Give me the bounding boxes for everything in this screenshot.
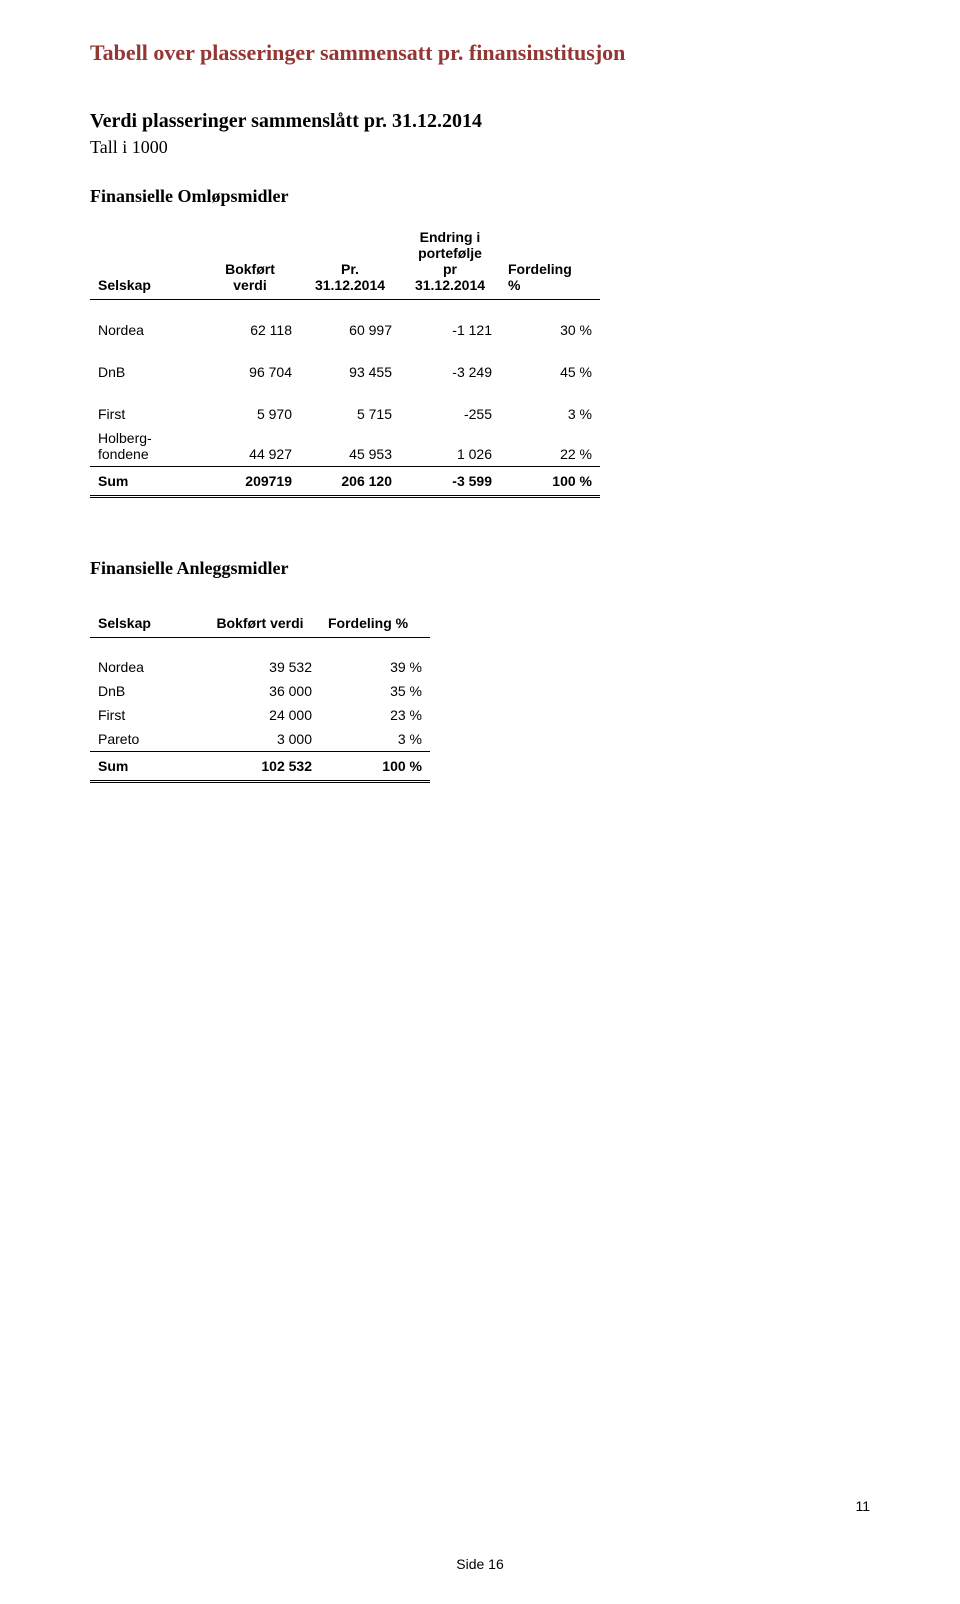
- cell-name: First: [90, 703, 200, 727]
- cell-ford: 3 %: [320, 727, 430, 752]
- sum-row: Sum 209719 206 120 -3 599 100 %: [90, 466, 600, 496]
- subnote: Tall i 1000: [90, 137, 870, 158]
- header-selskap: Selskap: [90, 225, 200, 300]
- cell-pr: 93 455: [300, 360, 400, 384]
- page-number-center: Side 16: [0, 1556, 960, 1572]
- table-header-row: Selskap Bokført verdi Fordeling %: [90, 611, 430, 638]
- cell-endring: -3 249: [400, 360, 500, 384]
- header-fordeling: Fordeling %: [320, 611, 430, 638]
- table-row: Holberg-fondene 44 927 45 953 1 026 22 %: [90, 426, 600, 467]
- cell-bokfort: 62 118: [200, 318, 300, 342]
- cell-sum-bokfort: 209719: [200, 466, 300, 496]
- cell-endring: -1 121: [400, 318, 500, 342]
- table-row: First 24 000 23 %: [90, 703, 430, 727]
- cell-ford: 39 %: [320, 655, 430, 679]
- cell-name: First: [90, 402, 200, 426]
- cell-endring: -255: [400, 402, 500, 426]
- header-selskap: Selskap: [90, 611, 200, 638]
- cell-endring: 1 026: [400, 426, 500, 467]
- cell-ford: 22 %: [500, 426, 600, 467]
- sum-row: Sum 102 532 100 %: [90, 752, 430, 782]
- section-2-title: Finansielle Anleggsmidler: [90, 558, 870, 579]
- cell-name: DnB: [90, 679, 200, 703]
- table-omlopsmidler: Selskap Bokførtverdi Pr.31.12.2014 Endri…: [90, 225, 600, 498]
- cell-ford: 35 %: [320, 679, 430, 703]
- cell-ford: 3 %: [500, 402, 600, 426]
- cell-bokfort: 3 000: [200, 727, 320, 752]
- cell-ford: 30 %: [500, 318, 600, 342]
- cell-ford: 45 %: [500, 360, 600, 384]
- header-bokfort: Bokført verdi: [200, 611, 320, 638]
- cell-sum-ford: 100 %: [320, 752, 430, 782]
- header-fordeling: Fordeling%: [500, 225, 600, 300]
- cell-bokfort: 36 000: [200, 679, 320, 703]
- cell-bokfort: 96 704: [200, 360, 300, 384]
- table-row: DnB 96 704 93 455 -3 249 45 %: [90, 360, 600, 384]
- cell-sum-endring: -3 599: [400, 466, 500, 496]
- cell-pr: 5 715: [300, 402, 400, 426]
- cell-name: Pareto: [90, 727, 200, 752]
- cell-name: Holberg-fondene: [90, 426, 200, 467]
- table-row: Pareto 3 000 3 %: [90, 727, 430, 752]
- cell-pr: 45 953: [300, 426, 400, 467]
- cell-name: Nordea: [90, 318, 200, 342]
- page-number-right: 11: [855, 1498, 870, 1514]
- cell-ford: 23 %: [320, 703, 430, 727]
- table-row: DnB 36 000 35 %: [90, 679, 430, 703]
- cell-sum-label: Sum: [90, 752, 200, 782]
- header-bokfort: Bokførtverdi: [200, 225, 300, 300]
- cell-bokfort: 39 532: [200, 655, 320, 679]
- cell-bokfort: 44 927: [200, 426, 300, 467]
- header-endring: Endring i portefølje pr 31.12.2014: [400, 225, 500, 300]
- main-title: Tabell over plasseringer sammensatt pr. …: [90, 40, 870, 66]
- table-row: Nordea 62 118 60 997 -1 121 30 %: [90, 318, 600, 342]
- table-header-row: Selskap Bokførtverdi Pr.31.12.2014 Endri…: [90, 225, 600, 300]
- cell-sum-label: Sum: [90, 466, 200, 496]
- subheading: Verdi plasseringer sammenslått pr. 31.12…: [90, 110, 870, 133]
- cell-name: Nordea: [90, 655, 200, 679]
- table-row: First 5 970 5 715 -255 3 %: [90, 402, 600, 426]
- table-anleggsmidler: Selskap Bokført verdi Fordeling % Nordea…: [90, 611, 430, 784]
- cell-sum-bokfort: 102 532: [200, 752, 320, 782]
- section-1-title: Finansielle Omløpsmidler: [90, 186, 870, 207]
- cell-name: DnB: [90, 360, 200, 384]
- cell-bokfort: 24 000: [200, 703, 320, 727]
- cell-sum-ford: 100 %: [500, 466, 600, 496]
- cell-pr: 60 997: [300, 318, 400, 342]
- header-pr: Pr.31.12.2014: [300, 225, 400, 300]
- document-page: Tabell over plasseringer sammensatt pr. …: [0, 0, 960, 1604]
- cell-sum-pr: 206 120: [300, 466, 400, 496]
- table-row: Nordea 39 532 39 %: [90, 655, 430, 679]
- cell-bokfort: 5 970: [200, 402, 300, 426]
